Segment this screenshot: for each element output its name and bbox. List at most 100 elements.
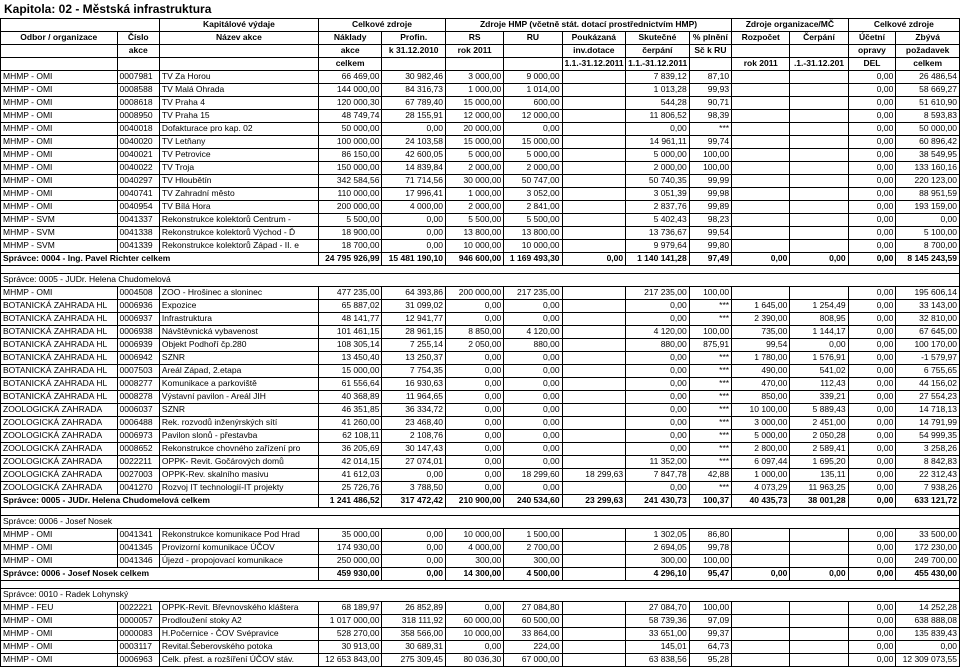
cell <box>790 162 848 175</box>
cell: 88 951,59 <box>896 188 960 201</box>
cell <box>562 456 626 469</box>
section-opener: Správce: 0005 - JUDr. Helena Chudomelová <box>1 274 960 287</box>
cell: 880,00 <box>626 339 690 352</box>
cell <box>790 123 848 136</box>
cell: 15 000,00 <box>446 97 504 110</box>
cell: 5 402,43 <box>626 214 690 227</box>
cell: 1 695,20 <box>790 456 848 469</box>
cell: 0,00 <box>790 568 848 581</box>
cell: 0,00 <box>504 430 562 443</box>
cell: 0,00 <box>446 391 504 404</box>
cell: SZNR <box>159 404 318 417</box>
cell: ZOOLOGICKÁ ZAHRADA <box>1 482 118 495</box>
cell: 0,00 <box>504 313 562 326</box>
cell <box>732 84 790 97</box>
cell: 97,09 <box>689 615 731 628</box>
header-cell: 1.1.-31.12.2011 <box>626 58 690 71</box>
cell: 318 111,92 <box>382 615 446 628</box>
cell: 64 393,86 <box>382 287 446 300</box>
cell <box>790 188 848 201</box>
cell: Rekonstrukce chovného zařízení pro <box>159 443 318 456</box>
table-row: MHMP - OMI0008950TV Praha 1548 749,7428 … <box>1 110 960 123</box>
cell <box>732 149 790 162</box>
cell: 11 963,25 <box>790 482 848 495</box>
summary-label: Správce: 0004 - Ing. Pavel Richter celke… <box>1 253 319 266</box>
cell: 1 302,05 <box>626 529 690 542</box>
cell: 0,00 <box>848 365 896 378</box>
cell: 0,00 <box>848 529 896 542</box>
cell: 0,00 <box>848 97 896 110</box>
cell: 210 900,00 <box>446 495 504 508</box>
cell <box>562 417 626 430</box>
cell <box>790 615 848 628</box>
cell: 2 390,00 <box>732 313 790 326</box>
cell <box>790 227 848 240</box>
cell <box>562 240 626 253</box>
cell: 224,00 <box>504 641 562 654</box>
cell: 23 468,40 <box>382 417 446 430</box>
cell: 0040021 <box>117 149 159 162</box>
cell: MHMP - OMI <box>1 542 118 555</box>
table-row: MHMP - SVM0041337Rekonstrukce kolektorů … <box>1 214 960 227</box>
cell: SZNR <box>159 352 318 365</box>
header-cell <box>159 58 318 71</box>
cell: 0041345 <box>117 542 159 555</box>
cell: 0,00 <box>504 482 562 495</box>
cell: 2 841,00 <box>504 201 562 214</box>
cell: 5 000,00 <box>732 430 790 443</box>
cell: 0,00 <box>848 313 896 326</box>
cell: Rekonstrukce komunikace Pod Hrad <box>159 529 318 542</box>
cell: 193 159,00 <box>896 201 960 214</box>
cell: 4 000,00 <box>446 542 504 555</box>
cell: 0,00 <box>848 555 896 568</box>
cell: 0007503 <box>117 365 159 378</box>
cell: 0027003 <box>117 469 159 482</box>
cell: 8 593,83 <box>896 110 960 123</box>
cell: 0,00 <box>848 162 896 175</box>
cell: 99,89 <box>689 201 731 214</box>
cell: 174 930,00 <box>318 542 382 555</box>
cell: 4 120,00 <box>504 326 562 339</box>
cell: 10 000,00 <box>446 240 504 253</box>
cell: 1 645,00 <box>732 300 790 313</box>
cell: 0,00 <box>848 123 896 136</box>
cell: 135,11 <box>790 469 848 482</box>
cell <box>562 188 626 201</box>
cell: TV Malá Ohrada <box>159 84 318 97</box>
cell: Areál Západ, 2.etapa <box>159 365 318 378</box>
cell: TV Bílá Hora <box>159 201 318 214</box>
cell: Celk. přest. a rozšíření ÚČOV stáv. <box>159 654 318 667</box>
cell <box>562 615 626 628</box>
cell: 0,00 <box>504 404 562 417</box>
table-row: MHMP - OMI0007981TV Za Horou66 469,0030 … <box>1 71 960 84</box>
cell <box>562 149 626 162</box>
cell <box>562 313 626 326</box>
cell <box>790 287 848 300</box>
cell: 14 839,84 <box>382 162 446 175</box>
cell: 339,21 <box>790 391 848 404</box>
cell: 5 000,00 <box>446 149 504 162</box>
cell: 0,00 <box>848 110 896 123</box>
header-cell <box>1 58 118 71</box>
cell: 0000057 <box>117 615 159 628</box>
main-table: Kapitálové výdaje Celkové zdroje Zdroje … <box>0 18 960 667</box>
table-row: MHMP - OMI0004508ZOO - Hrošinec a slonin… <box>1 287 960 300</box>
cell: *** <box>689 391 731 404</box>
header-cell <box>689 58 731 71</box>
cell: 1 000,00 <box>446 188 504 201</box>
table-row: ZOOLOGICKÁ ZAHRADA0006973Pavilon slonů -… <box>1 430 960 443</box>
cell: MHMP - FEU <box>1 602 118 615</box>
cell: 63 838,56 <box>626 654 690 667</box>
cell: 0,00 <box>848 378 896 391</box>
cell: 0006938 <box>117 326 159 339</box>
cell: 13 800,00 <box>446 227 504 240</box>
cell: 0,00 <box>382 568 446 581</box>
cell: BOTANICKÁ ZAHRADA HL <box>1 339 118 352</box>
cell: 100,37 <box>689 495 731 508</box>
cell <box>562 110 626 123</box>
cell: 68 189,97 <box>318 602 382 615</box>
cell: 275 309,45 <box>382 654 446 667</box>
cell: 11 964,65 <box>382 391 446 404</box>
table-row: MHMP - OMI0040018Dofakturace pro kap. 02… <box>1 123 960 136</box>
cell: 36 205,69 <box>318 443 382 456</box>
